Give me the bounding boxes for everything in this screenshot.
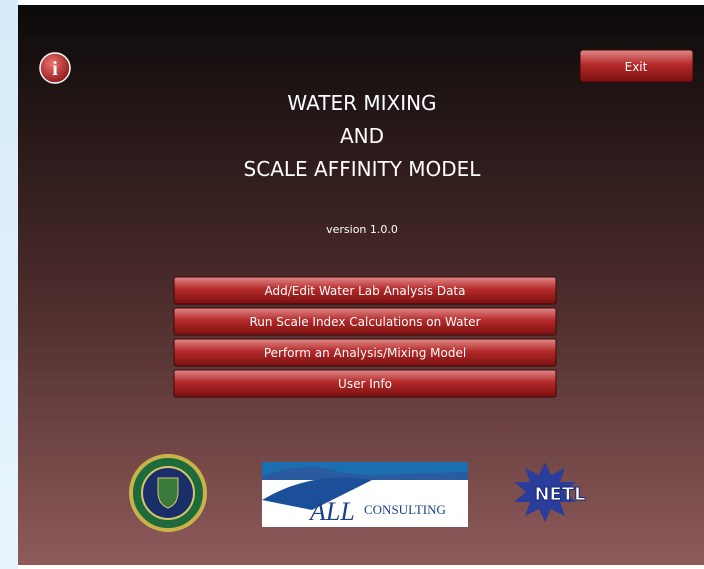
netl-logo: NETL xyxy=(514,462,586,522)
title-line: WATER MIXING xyxy=(287,91,436,115)
info-circle[interactable] xyxy=(39,52,71,84)
menu: Add/Edit Water Lab Analysis Data Run Scal… xyxy=(173,276,557,398)
all-sub: CONSULTING xyxy=(364,502,446,517)
netl-text: NETL xyxy=(534,484,585,505)
menu-button-label[interactable]: Add/Edit Water Lab Analysis Data xyxy=(265,284,466,298)
menu-button-rect[interactable] xyxy=(173,307,557,336)
menu-button-label[interactable]: User Info xyxy=(338,377,392,391)
all-swoosh2 xyxy=(262,477,372,510)
title-line: SCALE AFFINITY MODEL xyxy=(244,157,482,181)
exit-rect[interactable] xyxy=(579,49,694,83)
title-line: AND xyxy=(340,124,384,148)
menu-button[interactable]: Perform an Analysis/Mixing Model xyxy=(173,338,557,367)
exit-label[interactable]: Exit xyxy=(625,60,648,74)
menu-button[interactable]: Run Scale Index Calculations on Water xyxy=(173,307,557,336)
menu-button[interactable]: Add/Edit Water Lab Analysis Data xyxy=(173,276,557,305)
doe-shield xyxy=(157,477,179,509)
exit-button[interactable]: Exit xyxy=(579,49,694,83)
all-swoosh xyxy=(262,467,468,480)
netl-star xyxy=(514,462,576,522)
menu-button-rect[interactable] xyxy=(173,276,557,305)
menu-button[interactable]: User Info xyxy=(173,369,557,398)
info-button[interactable]: i xyxy=(39,52,71,84)
all-consulting-logo: ALL CONSULTING xyxy=(262,462,468,527)
info-text[interactable]: i xyxy=(52,58,58,80)
menu-button-label[interactable]: Run Scale Index Calculations on Water xyxy=(249,315,480,329)
menu-button-rect[interactable] xyxy=(173,338,557,367)
menu-button-label[interactable]: Perform an Analysis/Mixing Model xyxy=(264,346,466,360)
doe-logo xyxy=(129,454,207,532)
version: version 1.0.0 xyxy=(326,223,398,236)
title: WATER MIXING AND SCALE AFFINITY MODEL xyxy=(244,91,482,181)
menu-button-rect[interactable] xyxy=(173,369,557,398)
side-strip xyxy=(0,0,18,569)
all-main: ALL xyxy=(308,497,355,526)
